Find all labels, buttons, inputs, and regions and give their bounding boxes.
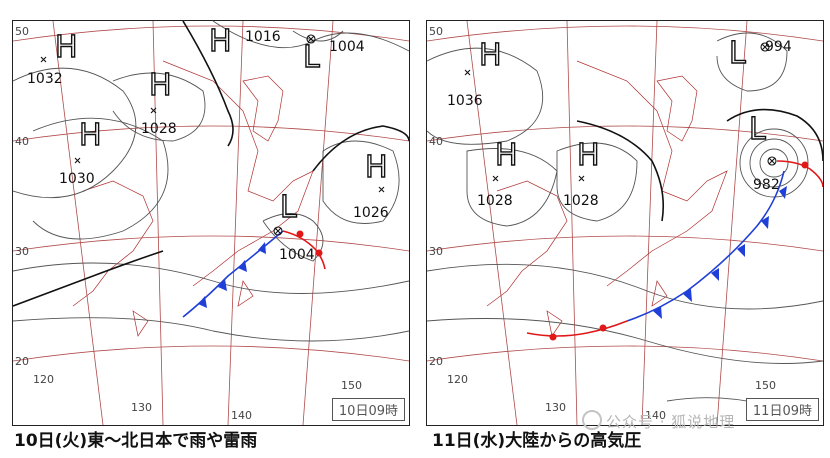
pressure-value-1030: 1030: [59, 171, 95, 187]
major-isobar: [13, 21, 409, 307]
pressure-center-marks: [464, 42, 777, 182]
weather-map-day-11: H H H L L 1036 1028 1028 994 982 50 40 3…: [426, 20, 824, 426]
letter-h-1: H: [479, 38, 502, 73]
weather-map-left-canvas: H H H H L L H 1032 1028 1030 1016 1004 1…: [13, 21, 409, 425]
pressure-values: 1036 1028 1028 994 982: [447, 39, 792, 209]
warm-front-bumps: [549, 161, 809, 341]
lat-label-20: 20: [15, 355, 29, 368]
pressure-letters: H H H L L: [478, 35, 766, 173]
lon-label-130: 130: [545, 401, 566, 414]
pressure-values: 1032 1028 1030 1016 1004 1004 1026: [27, 29, 389, 263]
caption-day-11: 11日(水)大陸からの高気圧: [432, 431, 642, 451]
wechat-icon: [582, 410, 602, 430]
pressure-value-1026: 1026: [353, 205, 389, 221]
pressure-value-982: 982: [753, 177, 780, 193]
letter-l-1: L: [303, 40, 320, 75]
lon-label-120: 120: [447, 373, 468, 386]
letter-h-5: H: [365, 150, 388, 185]
watermark: 公众号 · 狐说地理: [582, 410, 735, 432]
letter-h-4: H: [209, 24, 232, 59]
lat-label-20: 20: [429, 355, 443, 368]
letter-l-2: L: [749, 112, 766, 147]
lat-label-50: 50: [429, 25, 443, 38]
lat-label-30: 30: [15, 245, 29, 258]
pressure-value-1028: 1028: [141, 121, 177, 137]
pressure-value-1004-south: 1004: [279, 247, 315, 263]
pressure-value-994: 994: [765, 39, 792, 55]
lon-label-150: 150: [755, 379, 776, 392]
pressure-center-marks: [40, 34, 385, 236]
cold-front-barbs: [653, 186, 787, 319]
lon-label-150: 150: [341, 379, 362, 392]
cold-front-barbs: [198, 242, 266, 308]
letter-h-1: H: [55, 30, 78, 65]
warm-front: [282, 230, 326, 270]
grid-labels: 50 40 30 20 120 130 140 150: [429, 25, 776, 422]
lon-label-130: 130: [131, 401, 152, 414]
cold-front: [626, 170, 785, 322]
lat-label-30: 30: [429, 245, 443, 258]
pressure-value-1036: 1036: [447, 93, 483, 109]
pressure-letters: H H H H L L H: [54, 23, 388, 225]
weather-map-right-canvas: H H H L L 1036 1028 1028 994 982 50 40 3…: [427, 21, 823, 425]
watermark-text: 公众号 · 狐说地理: [606, 413, 736, 431]
pressure-value-1028-east: 1028: [563, 193, 599, 209]
lon-label-120: 120: [33, 373, 54, 386]
letter-l-1: L: [729, 36, 746, 71]
letter-l-2: L: [280, 190, 297, 225]
caption-day-10: 10日(火)東～北日本で雨や雷雨: [14, 431, 258, 451]
valid-time-stamp: 11日09時: [745, 398, 819, 421]
warm-front: [526, 160, 823, 337]
coastline: [72, 60, 314, 337]
isobars: [427, 32, 823, 412]
warm-front-bumps: [296, 230, 323, 257]
valid-time-stamp: 10日09時: [331, 398, 405, 421]
pressure-value-1032: 1032: [27, 71, 63, 87]
latlon-grid: [427, 21, 823, 425]
letter-h-3: H: [577, 138, 600, 173]
grid-labels: 50 40 30 20 120 130 140 150: [15, 25, 362, 422]
lat-label-40: 40: [15, 135, 29, 148]
pressure-value-1016: 1016: [245, 29, 281, 45]
lon-label-140: 140: [231, 409, 252, 422]
lon-label-140: 140: [645, 409, 666, 422]
letter-h-2: H: [495, 138, 518, 173]
cold-front: [182, 230, 284, 318]
weather-map-day-10: H H H H L L H 1032 1028 1030 1016 1004 1…: [12, 20, 410, 426]
lat-label-40: 40: [429, 135, 443, 148]
letter-h-3: H: [79, 118, 102, 153]
lat-label-50: 50: [15, 25, 29, 38]
latlon-grid: [13, 21, 409, 425]
pressure-value-1004-north: 1004: [329, 39, 365, 55]
major-isobar: [576, 108, 823, 222]
pressure-value-1028-west: 1028: [477, 193, 513, 209]
isobars: [13, 21, 409, 342]
letter-h-2: H: [149, 68, 172, 103]
